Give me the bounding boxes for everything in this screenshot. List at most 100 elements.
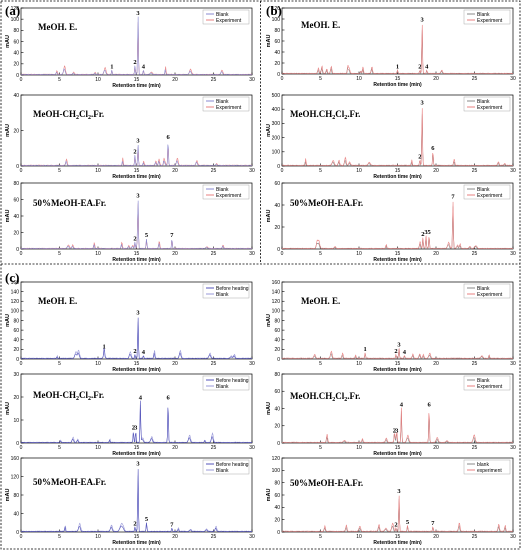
x-tick-label: 25 [472, 76, 478, 82]
y-axis-label: mAU [5, 35, 11, 48]
x-tick-label: 30 [510, 76, 516, 82]
y-tick-label: 40 [13, 511, 19, 517]
chart-title: MeOH. E. [38, 22, 77, 32]
series-line-experiment [281, 201, 514, 249]
legend-entry: Experiment [477, 18, 503, 24]
peak-label: 2 [133, 520, 136, 527]
chart-title: MeOH-CH2Cl2.Fr. [33, 390, 104, 402]
x-tick-label: 20 [172, 77, 178, 83]
x-tick-label: 5 [319, 76, 322, 82]
legend-box [202, 96, 250, 112]
peak-label: 6 [427, 402, 431, 409]
x-tick-label: 0 [20, 445, 23, 451]
y-tick-label: 60 [13, 39, 19, 45]
legend-entry: Blank [477, 99, 490, 105]
peak-label: 7 [431, 520, 435, 527]
y-axis-label: mAU [5, 314, 11, 327]
chart-title: MeOH. E. [301, 20, 340, 30]
chart-c2: 0 5 10 15 20 25 30 0 10 20 30 Retention time (min) m… [5, 372, 255, 457]
x-tick-label: 15 [134, 534, 140, 540]
chart-title: 50%MeOH-EA.Fr. [33, 477, 106, 487]
y-tick-label: 20 [13, 128, 19, 134]
x-tick-label: 30 [510, 251, 516, 257]
chart-b1: 0 5 10 15 20 25 30 0 20 40 60 80 100 120 Retention tim… [266, 6, 516, 88]
series-line-experiment [281, 407, 514, 443]
y-tick-label: 120 [11, 6, 20, 12]
x-tick-label: 0 [20, 534, 23, 540]
peak-label: 3 [397, 341, 401, 348]
x-tick-label: 15 [134, 251, 140, 257]
peak-label: 1 [364, 346, 367, 353]
x-tick-label: 5 [58, 534, 61, 540]
y-tick-label: 20 [13, 347, 19, 353]
y-tick-label: 40 [13, 214, 19, 220]
y-tick-label: 100 [11, 17, 20, 23]
x-tick-label: 15 [134, 168, 140, 174]
y-tick-label: 60 [274, 181, 280, 187]
y-tick-label: 20 [274, 424, 280, 430]
y-tick-label: 80 [274, 480, 280, 486]
x-tick-label: 25 [211, 77, 217, 83]
x-tick-label: 25 [211, 445, 217, 451]
legend-entry: Blank [477, 12, 490, 18]
y-tick-label: 40 [13, 338, 19, 344]
y-tick-label: 20 [13, 62, 19, 68]
y-tick-label: 100 [272, 468, 281, 474]
legend-entry: Blank [477, 378, 490, 384]
y-tick-label: 40 [274, 406, 280, 412]
y-tick-label: 40 [274, 338, 280, 344]
y-tick-label: 40 [274, 203, 280, 209]
x-tick-label: 30 [510, 534, 516, 540]
x-tick-label: 25 [472, 251, 478, 257]
peak-label: 7 [170, 521, 174, 528]
x-tick-label: 20 [172, 168, 178, 174]
peak-label: 3 [421, 99, 425, 106]
peak-label: 2 [133, 348, 136, 355]
peak-label: 5 [427, 229, 431, 236]
chart-title: MeOH-CH2Cl2.Fr. [33, 109, 104, 121]
chart-title: 50%MeOH-EA.Fr. [290, 478, 363, 488]
x-tick-label: 10 [356, 76, 362, 82]
series-line-blank [281, 114, 514, 167]
peak-label: 2 [133, 59, 136, 66]
y-axis-label: mAU [266, 314, 272, 327]
x-axis-label: Retention time (min) [112, 83, 161, 89]
x-tick-label: 30 [249, 445, 255, 451]
y-tick-label: 60 [274, 39, 280, 45]
y-tick-label: 0 [16, 164, 19, 170]
legend-entry: Experiment [216, 18, 242, 24]
y-tick-label: 80 [274, 28, 280, 34]
y-axis-label: mAU [5, 210, 11, 223]
y-tick-label: 140 [272, 289, 281, 295]
x-tick-label: 20 [433, 251, 439, 257]
y-tick-label: 80 [13, 28, 19, 34]
x-tick-label: 5 [319, 251, 322, 257]
x-tick-label: 15 [395, 168, 401, 174]
chart-title: 50%MeOH-EA.Fr. [33, 198, 106, 208]
peak-label: 2 [394, 521, 397, 528]
x-axis-label: Retention time (min) [112, 257, 161, 263]
panel-label-b: (b) [266, 3, 282, 18]
legend-entry: Blank [477, 187, 490, 193]
peak-label: 5 [406, 519, 410, 526]
x-tick-label: 5 [319, 168, 322, 174]
chart-title: 50%MeOH-EA.Fr. [290, 198, 363, 208]
legend-entry: Experiment [477, 292, 503, 298]
legend-entry: Before heating [216, 378, 249, 384]
series-line-before-heating [20, 317, 253, 359]
legend-entry: Experiment [477, 193, 503, 199]
y-tick-label: 40 [274, 505, 280, 511]
x-tick-label: 0 [20, 168, 23, 174]
peak-label: 2 [421, 231, 424, 238]
legend-entry: Experiment [477, 384, 503, 390]
y-axis-label: mAU [266, 489, 272, 502]
x-tick-label: 10 [95, 445, 101, 451]
legend-entry: Blank [216, 384, 229, 390]
series-line-blank [281, 411, 514, 444]
x-axis-label: Retention time (min) [373, 451, 422, 457]
